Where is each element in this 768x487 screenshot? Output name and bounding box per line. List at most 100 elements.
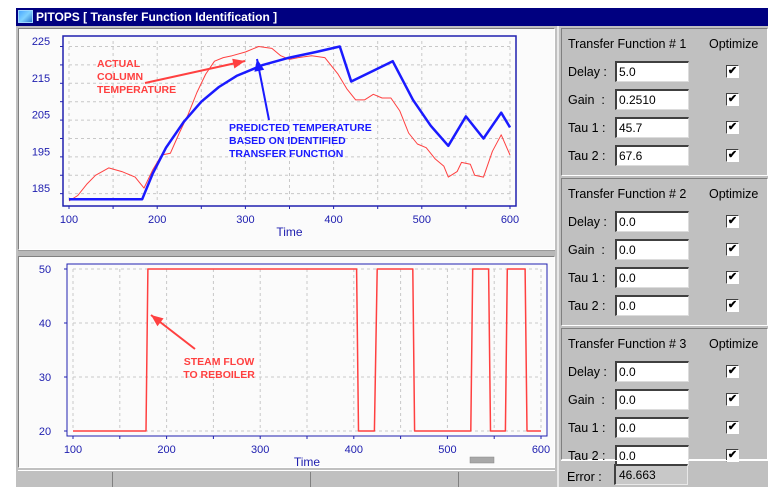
tf2-delay-optimize-checkbox[interactable]: ✔ bbox=[726, 215, 739, 228]
y-tick-label: 20 bbox=[39, 426, 51, 438]
tf3-tau1-row: Tau 1 : ✔ bbox=[568, 417, 768, 439]
tf1-tau1-input[interactable] bbox=[615, 117, 689, 138]
temperature-chart-plot: 100 200 300 400 500 600 185 195 205 215 225 Time ACT… bbox=[32, 35, 519, 239]
predicted-temperature-annotation: BASED ON IDENTIFIED bbox=[229, 135, 346, 147]
y-tick-label: 215 bbox=[32, 73, 50, 85]
gain-label: Gain : bbox=[568, 393, 605, 407]
checkmark-icon: ✔ bbox=[727, 93, 738, 105]
tf1-gain-input[interactable] bbox=[615, 89, 689, 110]
window-title: PITOPS [ Transfer Function Identificatio… bbox=[36, 10, 278, 24]
checkmark-icon: ✔ bbox=[727, 421, 738, 433]
error-row: Error : 46.663 bbox=[561, 460, 768, 487]
x-tick-label: 500 bbox=[413, 214, 431, 226]
x-tick-label: 600 bbox=[532, 444, 550, 456]
checkmark-icon: ✔ bbox=[727, 365, 738, 377]
tf1-tau1-optimize-checkbox[interactable]: ✔ bbox=[726, 121, 739, 134]
y-tick-label: 225 bbox=[32, 36, 50, 48]
gain-label: Gain : bbox=[568, 93, 605, 107]
checkmark-icon: ✔ bbox=[727, 65, 738, 77]
x-tick-label: 600 bbox=[501, 214, 519, 226]
checkmark-icon: ✔ bbox=[727, 149, 738, 161]
delay-label: Delay : bbox=[568, 215, 607, 229]
tf2-tau2-row: Tau 2 : ✔ bbox=[568, 295, 768, 317]
steam-flow-annotation: STEAM FLOW bbox=[184, 356, 255, 368]
checkmark-icon: ✔ bbox=[727, 271, 738, 283]
actual-temperature-annotation: ACTUAL bbox=[97, 58, 141, 70]
steam-flow-arrow-head-icon bbox=[151, 315, 164, 327]
delay-label: Delay : bbox=[568, 365, 607, 379]
tau2-label: Tau 2 : bbox=[568, 299, 606, 313]
y-tick-label: 205 bbox=[32, 110, 50, 122]
series-line-predicted-temperature-identified-transfer-function bbox=[69, 45, 512, 201]
transfer-function-header: Transfer Function # 3 Optimize bbox=[568, 337, 758, 351]
actual-temperature-arrow-head-icon bbox=[232, 58, 245, 69]
y-tick-label: 30 bbox=[39, 372, 51, 384]
x-tick-label: 100 bbox=[64, 444, 82, 456]
x-tick-label: 200 bbox=[148, 214, 166, 226]
tf1-tau1-row: Tau 1 : ✔ bbox=[568, 117, 768, 139]
tf3-delay-row: Delay : ✔ bbox=[568, 361, 768, 383]
transfer-function-title: Transfer Function # 1 bbox=[568, 37, 687, 51]
series-line-actual-column-temperature bbox=[68, 46, 511, 202]
chart-splitter[interactable] bbox=[18, 250, 555, 256]
error-label: Error : bbox=[567, 470, 602, 484]
error-value: 46.663 bbox=[614, 464, 688, 485]
transfer-function-title: Transfer Function # 2 bbox=[568, 187, 687, 201]
checkmark-icon: ✔ bbox=[727, 215, 738, 227]
tf1-tau2-optimize-checkbox[interactable]: ✔ bbox=[726, 149, 739, 162]
tf1-delay-optimize-checkbox[interactable]: ✔ bbox=[726, 65, 739, 78]
gain-label: Gain : bbox=[568, 243, 605, 257]
tf3-tau1-input[interactable] bbox=[615, 417, 689, 438]
tf1-tau2-input[interactable] bbox=[615, 145, 689, 166]
predicted-temperature-annotation: TRANSFER FUNCTION bbox=[229, 148, 343, 160]
tf3-tau1-optimize-checkbox[interactable]: ✔ bbox=[726, 421, 739, 434]
tf2-gain-input[interactable] bbox=[615, 239, 689, 260]
tf3-gain-row: Gain : ✔ bbox=[568, 389, 768, 411]
checkmark-icon: ✔ bbox=[727, 393, 738, 405]
x-tick-label: 400 bbox=[345, 444, 363, 456]
tf3-tau2-optimize-checkbox[interactable]: ✔ bbox=[726, 449, 739, 462]
app-chart-icon bbox=[18, 10, 33, 23]
tf3-delay-input[interactable] bbox=[615, 361, 689, 382]
status-divider bbox=[458, 472, 459, 487]
tf1-delay-row: Delay : ✔ bbox=[568, 61, 768, 83]
tf3-gain-optimize-checkbox[interactable]: ✔ bbox=[726, 393, 739, 406]
resize-grip[interactable] bbox=[469, 456, 495, 464]
tf2-tau2-optimize-checkbox[interactable]: ✔ bbox=[726, 299, 739, 312]
x-tick-label: 500 bbox=[438, 444, 456, 456]
tf2-delay-input[interactable] bbox=[615, 211, 689, 232]
transfer-function-header: Transfer Function # 2 Optimize bbox=[568, 187, 758, 201]
tf1-gain-optimize-checkbox[interactable]: ✔ bbox=[726, 93, 739, 106]
y-tick-label: 40 bbox=[39, 318, 51, 330]
tau1-label: Tau 1 : bbox=[568, 121, 606, 135]
title-bar: PITOPS [ Transfer Function Identificatio… bbox=[16, 8, 768, 26]
steam-flow-annotation: TO REBOILER bbox=[183, 369, 255, 381]
predicted-temperature-arrow-head-icon bbox=[254, 59, 265, 72]
tf1-gain-row: Gain : ✔ bbox=[568, 89, 768, 111]
tf2-gain-optimize-checkbox[interactable]: ✔ bbox=[726, 243, 739, 256]
transfer-function-title: Transfer Function # 3 bbox=[568, 337, 687, 351]
x-axis-label: Time bbox=[294, 455, 321, 467]
tf3-delay-optimize-checkbox[interactable]: ✔ bbox=[726, 365, 739, 378]
tf1-delay-input[interactable] bbox=[615, 61, 689, 82]
pitops-window: PITOPS [ Transfer Function Identificatio… bbox=[16, 8, 768, 487]
tf2-tau1-row: Tau 1 : ✔ bbox=[568, 267, 768, 289]
y-tick-label: 195 bbox=[32, 146, 50, 158]
predicted-temperature-annotation: PREDICTED TEMPERATURE bbox=[229, 122, 372, 134]
series-line-steam-flow-to-reboiler bbox=[73, 268, 541, 432]
tf2-tau1-input[interactable] bbox=[615, 267, 689, 288]
checkmark-icon: ✔ bbox=[727, 121, 738, 133]
optimize-column-label: Optimize bbox=[709, 337, 759, 351]
x-tick-label: 300 bbox=[251, 444, 269, 456]
tf3-gain-input[interactable] bbox=[615, 389, 689, 410]
status-divider bbox=[310, 472, 311, 487]
y-tick-label: 50 bbox=[39, 264, 51, 276]
transfer-function-header: Transfer Function # 1 Optimize bbox=[568, 37, 758, 51]
tf2-tau2-input[interactable] bbox=[615, 295, 689, 316]
tf2-tau1-optimize-checkbox[interactable]: ✔ bbox=[726, 271, 739, 284]
x-tick-label: 100 bbox=[60, 214, 78, 226]
checkmark-icon: ✔ bbox=[727, 449, 738, 461]
checkmark-icon: ✔ bbox=[727, 243, 738, 255]
